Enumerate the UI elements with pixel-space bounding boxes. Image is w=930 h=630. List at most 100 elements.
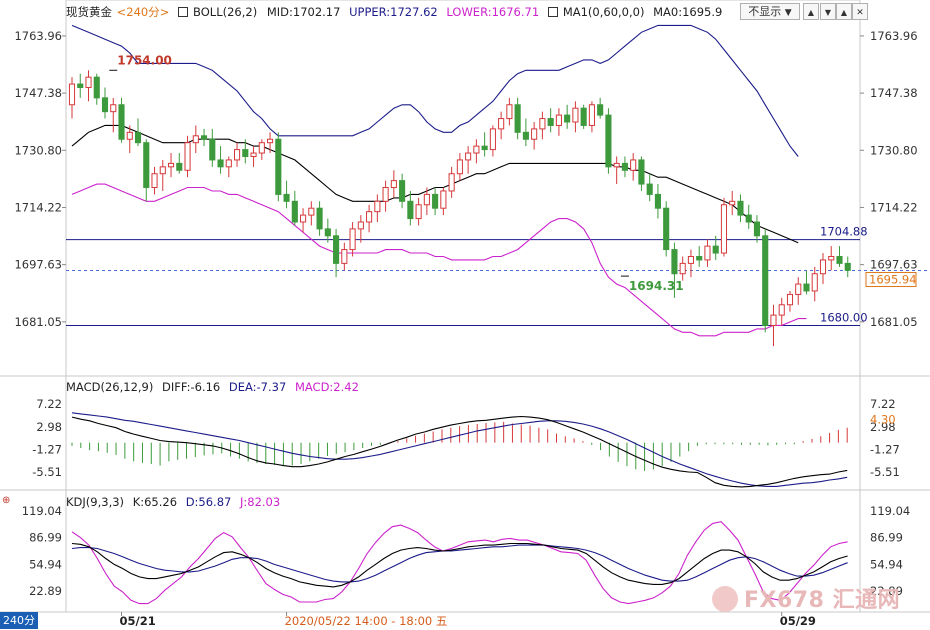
ma-label: MA1(0,60,0,0) <box>562 5 645 19</box>
candle-body <box>324 228 331 237</box>
boll-upper-line <box>71 24 799 157</box>
candle-body <box>786 293 794 306</box>
scroll-up-button[interactable]: ▲ <box>803 3 819 20</box>
watermark: FX678 汇通网 <box>712 582 900 614</box>
y-tick-label: 1681.05 <box>870 315 918 329</box>
macd-y-label: -5.51 <box>870 465 900 479</box>
candle-body <box>407 200 414 220</box>
candle-body <box>778 304 785 316</box>
candle-body <box>366 211 373 223</box>
scroll-down-button[interactable]: ▼ <box>820 3 836 20</box>
candle-body <box>572 107 579 123</box>
k-label: K:65.26 <box>132 495 178 509</box>
dea-line <box>71 412 848 487</box>
candle-body <box>720 204 728 254</box>
y-tick-label: 1714.22 <box>14 200 62 214</box>
boll-label: BOLL(26,2) <box>193 5 258 19</box>
macd-y-label: -1.27 <box>32 442 62 456</box>
candle-body <box>770 314 777 326</box>
candle-body <box>159 166 166 175</box>
close-button[interactable]: ✕ <box>852 3 868 20</box>
candle-body <box>638 159 645 185</box>
boll-mid-line <box>71 124 799 244</box>
candle-body <box>110 104 117 113</box>
candle-body <box>374 200 381 213</box>
candle-body <box>167 162 175 168</box>
candle-body <box>539 118 546 130</box>
boll-toggle-icon[interactable] <box>178 7 189 17</box>
macd-header: MACD(26,12,9) DIFF:-6.16 DEA:-7.37 MACD:… <box>66 380 364 394</box>
diff-label: DIFF:-6.16 <box>162 380 221 394</box>
candle-body <box>498 118 505 130</box>
kdj-y-label: 86.99 <box>29 531 62 545</box>
candle-body <box>456 159 463 175</box>
candle-body <box>151 173 158 189</box>
candle-body <box>696 255 703 261</box>
candle-body <box>267 138 274 144</box>
boll-lower-label: LOWER:1676.71 <box>446 5 540 19</box>
candle-body <box>176 162 183 171</box>
price-annotation: 1694.31 <box>629 279 684 293</box>
period-label[interactable]: <240分> <box>116 5 170 19</box>
triangle-down-icon: ▼ <box>824 8 832 17</box>
macd-current-label: 4.30 <box>870 413 896 427</box>
period-selector-button[interactable]: 240分 <box>0 612 38 629</box>
candle-body <box>415 204 422 220</box>
candle-body <box>349 228 356 251</box>
kdj-y-label: 119.04 <box>870 504 910 518</box>
candle-body <box>465 152 472 161</box>
candle-body <box>258 142 265 154</box>
candle-body <box>762 235 769 326</box>
kdj-y-label: 86.99 <box>870 531 903 545</box>
candle-body <box>242 149 249 157</box>
kdj-y-label: 22.89 <box>870 584 903 598</box>
macd-y-label: 2.98 <box>870 420 896 434</box>
candle-body <box>753 221 761 237</box>
candle-body <box>473 145 480 154</box>
candle-body <box>489 128 496 151</box>
candle-body <box>811 273 818 292</box>
candle-body <box>803 283 810 292</box>
current-price-box <box>865 271 917 287</box>
symbol-label: 现货黄金 <box>66 5 112 19</box>
candle-body <box>844 262 851 271</box>
watermark-logo-icon <box>712 586 738 612</box>
candle-body <box>795 283 802 295</box>
candle-body <box>506 104 513 120</box>
candle-body <box>283 193 290 202</box>
boll-upper-label: UPPER:1727.62 <box>349 5 438 19</box>
candle-body <box>118 104 125 140</box>
plot-frame <box>65 0 861 613</box>
candle-body <box>828 255 835 261</box>
maximize-button[interactable]: ▲ <box>836 3 852 20</box>
d-label: D:56.87 <box>185 495 232 509</box>
candle-body <box>101 97 109 113</box>
ma-toggle-icon[interactable] <box>547 7 558 17</box>
x-tick-label: 2020/05/22 14:00 - 18:00 五 <box>285 614 448 628</box>
candle-body <box>93 76 100 99</box>
candle-body <box>679 262 686 275</box>
candle-body <box>225 159 232 168</box>
candle-body <box>68 83 76 106</box>
y-tick-label: 1763.96 <box>14 29 62 43</box>
price-annotation: 1754.00 <box>117 53 172 67</box>
candle-body <box>357 221 364 230</box>
candle-body <box>291 200 298 223</box>
macd-y-label: -5.51 <box>32 465 62 479</box>
candle-body <box>432 193 439 209</box>
ma-value-label: MA0:1695.9 <box>653 5 723 19</box>
level-label: 1704.88 <box>820 225 868 239</box>
candle-body <box>580 107 587 126</box>
y-tick-label: 1697.63 <box>870 258 918 272</box>
candle-body <box>184 142 191 171</box>
candle-body <box>126 131 133 140</box>
candle-body <box>663 207 670 251</box>
candle-body <box>712 245 719 254</box>
dropdown-arrow-icon: ▼ <box>784 8 792 18</box>
maximize-icon: ▲ <box>840 8 848 17</box>
candle-body <box>745 214 752 223</box>
crosshair-icon: ⊕ <box>2 495 10 506</box>
j-label: J:82.03 <box>240 495 281 509</box>
hide-indicator-dropdown[interactable]: 不显示 ▼ <box>740 3 800 20</box>
candle-body <box>836 255 843 264</box>
